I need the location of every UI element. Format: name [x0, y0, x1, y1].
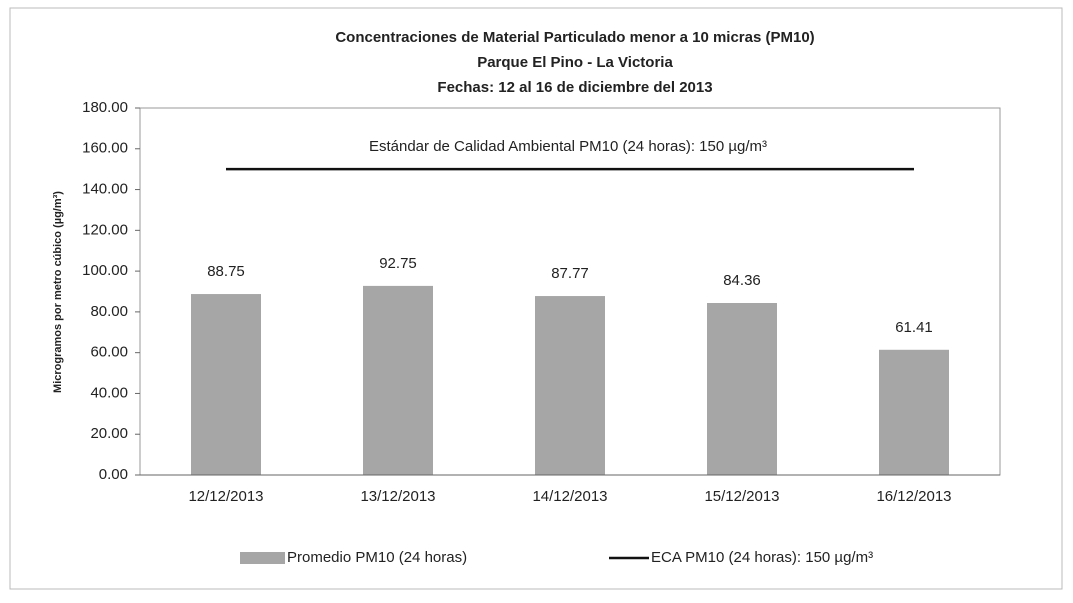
legend-label: Promedio PM10 (24 horas) — [287, 549, 467, 566]
chart-title: Concentraciones de Material Particulado … — [335, 29, 814, 46]
x-tick-label: 14/12/2013 — [532, 488, 607, 505]
data-label: 87.77 — [551, 265, 589, 282]
y-tick-label: 40.00 — [90, 384, 128, 401]
y-tick-label: 120.00 — [82, 221, 128, 238]
y-tick-label: 140.00 — [82, 181, 128, 198]
y-tick-label: 0.00 — [99, 466, 128, 483]
legend-label: ECA PM10 (24 horas): 150 µg/m³ — [651, 549, 873, 566]
x-tick-label: 12/12/2013 — [188, 488, 263, 505]
data-label: 88.75 — [207, 263, 245, 280]
bar — [363, 285, 433, 475]
chart-subtitle: Parque El Pino - La Victoria — [477, 54, 673, 71]
bar — [879, 349, 949, 475]
bar — [535, 296, 605, 475]
bar — [707, 302, 777, 475]
bar — [191, 294, 261, 475]
y-tick-label: 160.00 — [82, 140, 128, 157]
legend-swatch — [240, 552, 285, 564]
data-label: 92.75 — [379, 255, 417, 272]
x-tick-label: 13/12/2013 — [360, 488, 435, 505]
annotation: Estándar de Calidad Ambiental PM10 (24 h… — [369, 138, 767, 155]
y-tick-label: 80.00 — [90, 303, 128, 320]
y-tick-label: 100.00 — [82, 262, 128, 279]
data-label: 84.36 — [723, 272, 761, 289]
y-tick-label: 20.00 — [90, 425, 128, 442]
chart-frame — [9, 7, 1063, 590]
x-tick-label: 15/12/2013 — [704, 488, 779, 505]
data-label: 61.41 — [895, 319, 933, 336]
y-tick-label: 60.00 — [90, 344, 128, 361]
y-tick-label: 180.00 — [82, 99, 128, 116]
chart-subtitle: Fechas: 12 al 16 de diciembre del 2013 — [437, 79, 712, 96]
y-axis-label: Microgramos por metro cúbico (µg/m³) — [52, 191, 64, 393]
x-tick-label: 16/12/2013 — [876, 488, 951, 505]
